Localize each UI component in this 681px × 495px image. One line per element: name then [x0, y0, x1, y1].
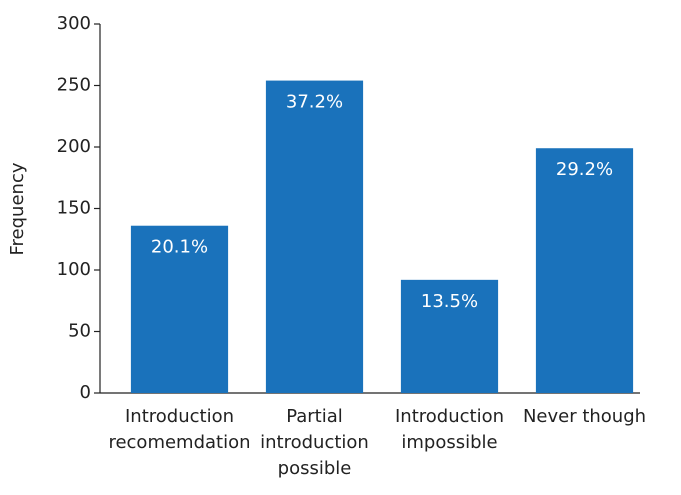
y-tick-label: 100: [57, 259, 91, 280]
x-tick-label: introduction: [260, 432, 369, 453]
x-tick-label: recomemdation: [108, 432, 250, 453]
value-label: 37.2%: [286, 92, 343, 113]
x-tick-label: Never though: [523, 406, 646, 427]
y-tick-label: 0: [80, 382, 91, 403]
bar: [265, 80, 364, 393]
y-tick-label: 250: [57, 75, 91, 96]
y-tick-label: 200: [57, 136, 91, 157]
bar: [535, 148, 634, 393]
x-tick-label: Partial: [286, 406, 343, 427]
value-label: 20.1%: [151, 237, 208, 258]
y-tick-label: 300: [57, 13, 91, 34]
value-label: 13.5%: [421, 291, 478, 312]
value-label: 29.2%: [556, 159, 613, 180]
y-tick-label: 150: [57, 198, 91, 219]
x-tick-label: Introduction: [125, 406, 234, 427]
x-tick-label: impossible: [401, 432, 497, 453]
x-tick-label: possible: [278, 458, 352, 479]
y-tick-label: 50: [68, 321, 91, 342]
bar: [400, 279, 499, 393]
x-tick-label: Introduction: [395, 406, 504, 427]
y-axis-label: Frequency: [7, 162, 28, 255]
bar: [130, 225, 229, 393]
